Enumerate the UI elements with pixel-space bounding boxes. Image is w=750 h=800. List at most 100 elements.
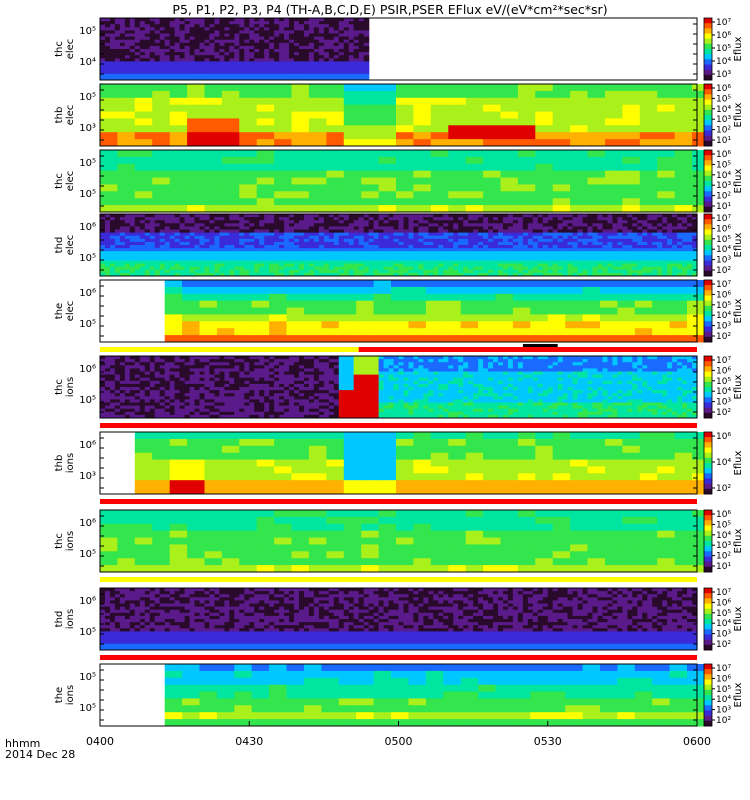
heatmap-cell [517, 214, 524, 218]
heatmap-cell [254, 61, 260, 65]
heatmap-cell [478, 241, 484, 246]
heatmap-cell [667, 241, 673, 246]
heatmap-cell [299, 52, 305, 56]
heatmap-cell [144, 229, 151, 234]
heatmap-cell [209, 235, 215, 240]
heatmap-cell [448, 97, 467, 106]
heatmap-cell [187, 198, 206, 206]
heatmap-cell [129, 49, 136, 53]
heatmap-cell [256, 118, 275, 126]
heatmap-cell [239, 33, 245, 38]
heatmap-cell [687, 248, 693, 252]
heatmap-cell [378, 248, 385, 252]
heatmap-cell [600, 321, 618, 329]
heatmap-cell [244, 58, 250, 62]
heatmap-cell [557, 232, 564, 237]
heatmap-cell [495, 307, 514, 315]
heatmap-cell [567, 217, 574, 221]
heatmap-cell [458, 235, 464, 240]
heatmap-cell [542, 272, 549, 277]
heatmap-cell [637, 269, 643, 274]
heatmap-cell [478, 223, 484, 227]
heatmap-cell [159, 377, 166, 382]
heatmap-cell [274, 217, 280, 221]
heatmap-cell [313, 49, 320, 53]
heatmap-cell [634, 280, 653, 288]
heatmap-cell [328, 238, 335, 243]
heatmap-cell [114, 24, 121, 28]
heatmap-cell [100, 64, 106, 69]
heatmap-cell [657, 125, 676, 133]
heatmap-cell [204, 42, 211, 47]
heatmap-cell [169, 402, 176, 407]
heatmap-cell [149, 64, 156, 69]
heatmap-cell [458, 266, 464, 271]
heatmap-cell [124, 45, 131, 50]
heatmap-cell [617, 321, 636, 329]
heatmap-cell [274, 18, 280, 22]
heatmap-cell [323, 223, 330, 227]
heatmap-cell [274, 156, 293, 165]
heatmap-cell [674, 90, 693, 99]
heatmap-cell [438, 214, 444, 218]
heatmap-cell [159, 30, 166, 34]
heatmap-cell [179, 49, 186, 53]
heatmap-cell [184, 251, 191, 255]
heatmap-cell [318, 39, 325, 44]
heatmap-cell [100, 156, 118, 165]
heatmap-cell [149, 30, 156, 34]
heatmap-cell [221, 163, 240, 172]
heatmap-cell [224, 45, 230, 50]
heatmap-cell [254, 49, 260, 53]
heatmap-cell [313, 223, 320, 227]
heatmap-cell [692, 184, 710, 192]
heatmap-cell [313, 229, 320, 234]
heatmap-cell [269, 286, 288, 295]
heatmap-cell [284, 18, 290, 22]
colorbar-swatch [704, 229, 712, 236]
heatmap-cell [363, 27, 370, 31]
heatmap-cell [214, 61, 220, 65]
heatmap-cell [378, 139, 397, 147]
colorbar-label: Eflux [733, 168, 744, 193]
heatmap-cell [328, 21, 335, 25]
heatmap-cell [373, 238, 380, 243]
heatmap-cell [114, 402, 121, 407]
heatmap-cell [110, 18, 116, 22]
heatmap-cell [139, 223, 146, 227]
heatmap-cell [269, 73, 275, 78]
heatmap-cell [289, 52, 295, 56]
heatmap-cell [460, 335, 479, 343]
heatmap-cell [398, 220, 405, 224]
heatmap-cell [423, 229, 429, 234]
heatmap-cell [256, 139, 275, 147]
heatmap-cell [373, 232, 380, 237]
heatmap-cell [259, 67, 265, 72]
heatmap-cell [438, 254, 444, 258]
heatmap-cell [184, 245, 191, 249]
heatmap-cell [438, 269, 444, 274]
heatmap-cell [687, 251, 693, 255]
heatmap-cell [605, 125, 623, 133]
heatmap-cell [605, 111, 623, 119]
heatmap-cell [139, 374, 146, 379]
heatmap-cell [289, 260, 295, 265]
heatmap-cell [124, 36, 131, 41]
heatmap-cell [204, 238, 211, 243]
heatmap-cell [119, 377, 126, 382]
heatmap-cell [562, 238, 569, 243]
heatmap-cell [483, 266, 489, 271]
heatmap-cell [512, 321, 531, 329]
heatmap-cell [473, 248, 479, 252]
heatmap-cell [234, 328, 253, 336]
heatmap-cell [473, 269, 479, 274]
heatmap-cell [500, 132, 519, 140]
heatmap-cell [164, 45, 171, 50]
heatmap-cell [214, 251, 220, 255]
heatmap-cell [189, 251, 196, 255]
heatmap-cell [438, 238, 444, 243]
heatmap-cell [443, 328, 462, 336]
heatmap-cell [642, 226, 648, 230]
heatmap-cell [348, 76, 355, 81]
heatmap-cell [169, 408, 176, 413]
